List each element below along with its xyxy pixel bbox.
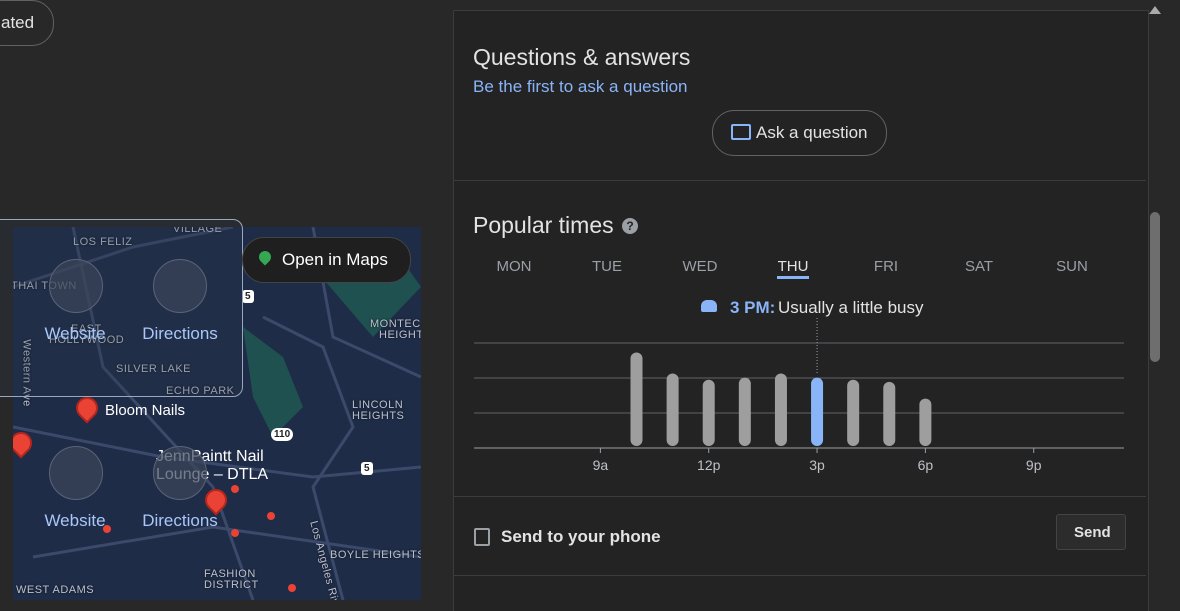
- place-label[interactable]: Bloom Nails: [105, 402, 186, 419]
- map-label: DISTRICT: [204, 579, 259, 591]
- day-tab[interactable]: SUN: [1056, 258, 1088, 275]
- map-roads: [13, 227, 421, 600]
- chart-title: Popular times: [473, 212, 614, 238]
- website-link[interactable]: Website: [44, 511, 106, 530]
- bar: [883, 381, 896, 446]
- directions-icon[interactable]: [153, 446, 207, 500]
- bar: [666, 373, 679, 446]
- day-tab[interactable]: FRI: [873, 258, 899, 275]
- map-label: EAST: [71, 323, 102, 335]
- x-tick-label: 6p: [918, 457, 934, 473]
- x-tick-label: 12p: [697, 457, 721, 473]
- map-label: VILLAGE: [173, 227, 223, 235]
- dot: [103, 525, 111, 533]
- send-button[interactable]: Send: [1056, 514, 1126, 550]
- day-tab[interactable]: THU: [777, 258, 809, 279]
- map-label: WEST ADAMS: [16, 584, 95, 596]
- map-label: MONTEC: [370, 318, 421, 330]
- chip[interactable]: ated: [0, 0, 54, 46]
- x-tick-label: 9p: [1026, 457, 1042, 473]
- map-label: LOS FELIZ: [73, 236, 133, 248]
- divider: [454, 496, 1146, 497]
- send-icon: [474, 528, 490, 546]
- divider: [454, 180, 1146, 181]
- map-label: HEIGHTS: [352, 410, 405, 422]
- qa-link[interactable]: Be the first to ask a question: [473, 77, 688, 96]
- directions-link[interactable]: Directions: [142, 324, 218, 343]
- day-tab[interactable]: TUE: [592, 258, 622, 275]
- bar: [702, 379, 715, 446]
- dot: [231, 529, 239, 537]
- route-shield: 110: [271, 428, 294, 441]
- ask-icon: [731, 124, 751, 140]
- bar: [919, 398, 932, 446]
- scrollbar-thumb[interactable]: [1150, 212, 1160, 362]
- map-label: LINCOLN: [352, 399, 404, 411]
- bar: [774, 373, 787, 446]
- chip-text: ated: [1, 13, 35, 32]
- scroll-up[interactable]: [1149, 6, 1161, 14]
- bar: [630, 352, 643, 446]
- annotation-text: Usually a little busy: [778, 298, 924, 317]
- dot: [288, 584, 296, 592]
- day-tab[interactable]: MON: [496, 258, 532, 275]
- map-label: HEIGHT: [379, 329, 421, 341]
- map-label: BOYLE HEIGHTS: [330, 549, 421, 561]
- popular-times-chart: 9a 12p 3p 6p 9p: [474, 318, 1124, 473]
- map-label: SILVER LAKE: [116, 363, 191, 375]
- day-tab[interactable]: WED: [682, 258, 718, 275]
- maps-icon: [256, 248, 274, 266]
- ask-button[interactable]: Ask a question: [712, 110, 887, 156]
- directions-icon[interactable]: [153, 259, 207, 313]
- x-tick-label: 3p: [809, 457, 825, 473]
- hover-card: [0, 219, 243, 397]
- help-icon[interactable]: ?: [622, 218, 638, 234]
- day-tab[interactable]: SAT: [964, 258, 994, 275]
- x-tick-label: 9a: [593, 457, 609, 473]
- map[interactable]: VILLAGE LOS FELIZ THAI TOWN EAST HOLLYWO…: [13, 227, 421, 600]
- button-text: Send: [1074, 524, 1111, 541]
- website-link[interactable]: Website: [44, 324, 106, 343]
- dot: [231, 485, 239, 493]
- directions-link[interactable]: Directions: [142, 511, 218, 530]
- map-label: HOLLYWOOD: [49, 334, 125, 346]
- people-icon: [701, 300, 717, 312]
- bar: [811, 377, 824, 446]
- route-shield: 5: [361, 462, 373, 475]
- map-label: FASHION: [204, 568, 256, 580]
- button-text: Open in Maps: [282, 250, 388, 269]
- open-in-maps-button[interactable]: Open in Maps: [242, 237, 411, 283]
- divider: [454, 575, 1146, 576]
- website-icon[interactable]: [49, 446, 103, 500]
- route-shield: 5: [242, 290, 254, 303]
- bar: [847, 379, 860, 446]
- qa-title: Questions & answers: [473, 44, 691, 70]
- send-label: Send to your phone: [501, 527, 661, 546]
- dot: [267, 512, 275, 520]
- bar: [738, 377, 751, 446]
- website-icon[interactable]: [49, 259, 103, 313]
- button-text: Ask a question: [756, 123, 868, 142]
- map-label: ECHO PARK: [166, 385, 235, 397]
- annotation-time: 3 PM:: [730, 298, 776, 317]
